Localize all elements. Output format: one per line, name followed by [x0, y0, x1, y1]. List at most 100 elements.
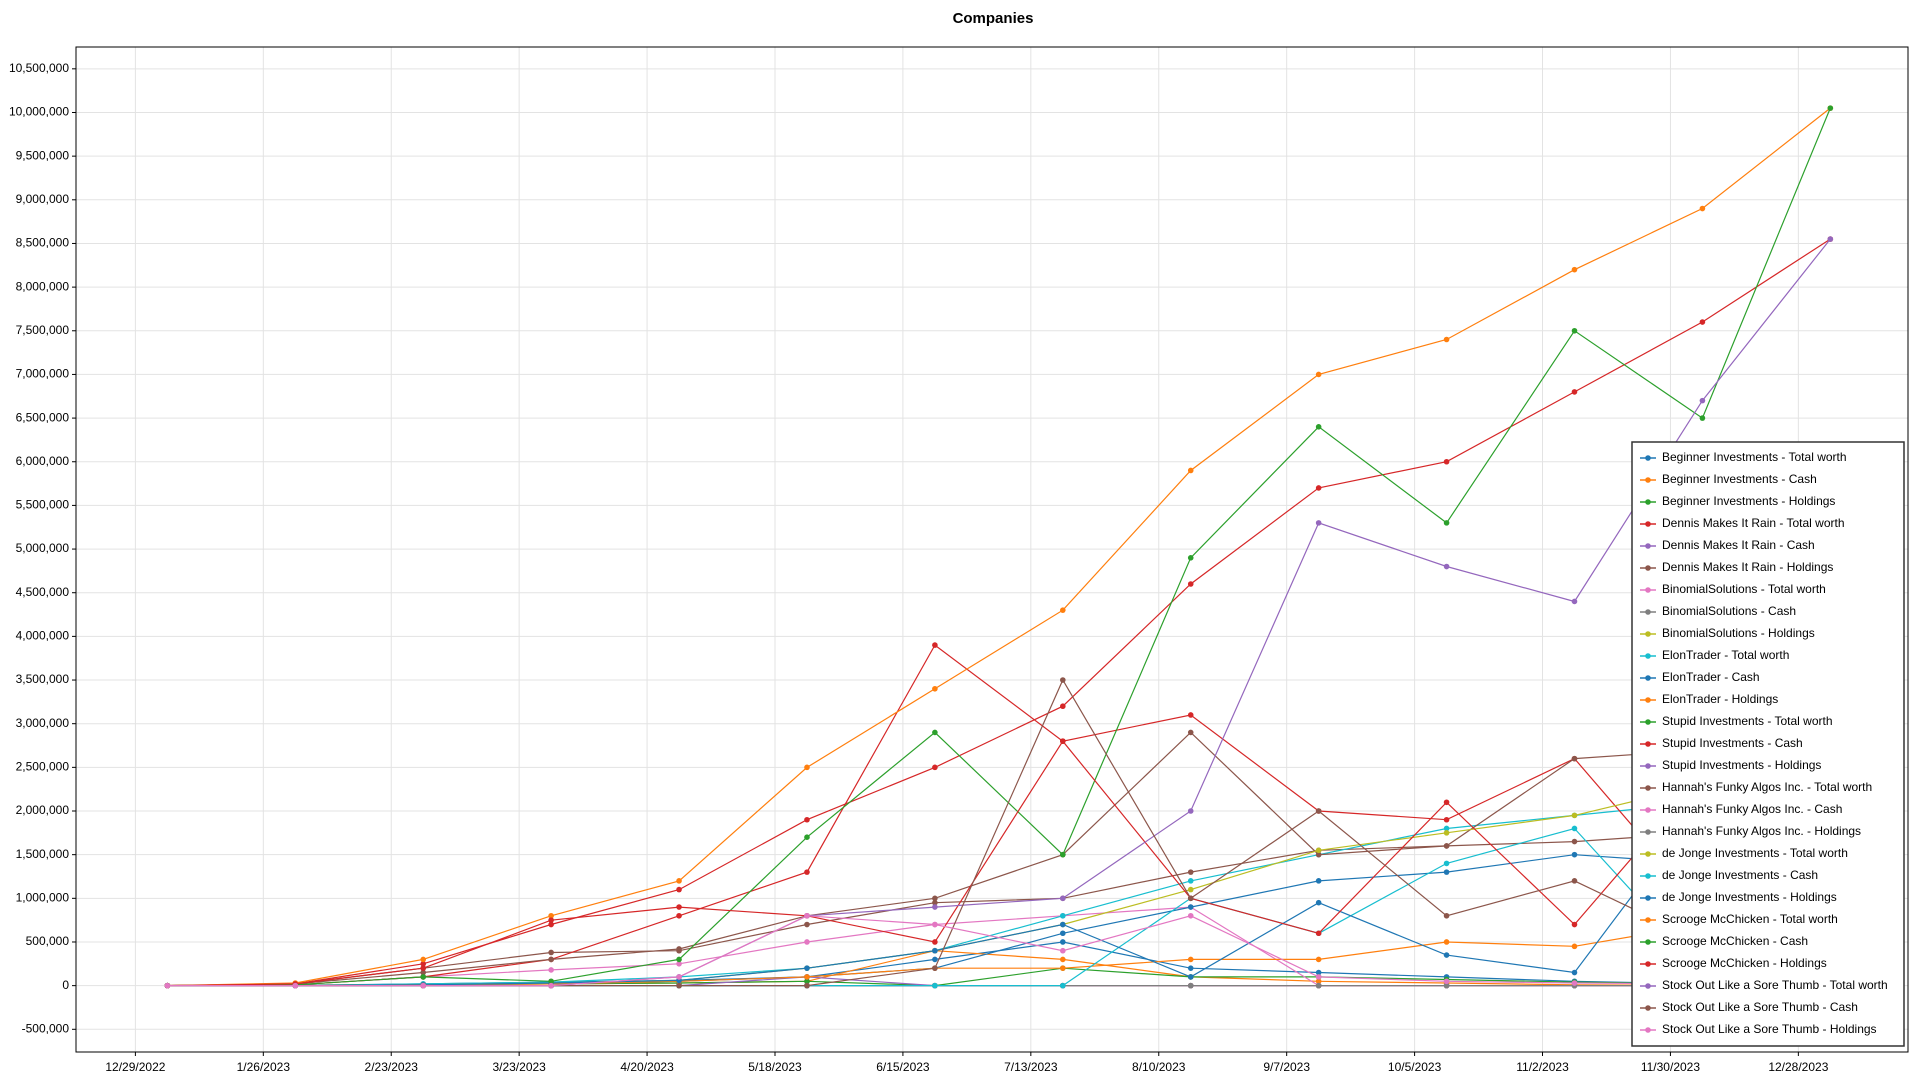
data-point — [1187, 895, 1194, 902]
data-point — [1443, 843, 1450, 849]
x-tick-label: 11/30/2023 — [1641, 1060, 1700, 1074]
data-point — [1443, 912, 1450, 919]
legend-label: de Jonge Investments - Total worth — [1662, 846, 1848, 860]
data-point — [1187, 982, 1194, 989]
data-point — [932, 685, 938, 692]
data-point — [1315, 930, 1322, 937]
legend-label: Stupid Investments - Holdings — [1662, 758, 1821, 772]
legend-marker — [1645, 807, 1651, 813]
data-point — [676, 904, 682, 910]
series-line — [167, 906, 1831, 987]
legend-label: Hannah's Funky Algos Inc. - Holdings — [1662, 824, 1861, 838]
y-tick-label: 6,000,000 — [16, 454, 70, 468]
data-point — [548, 967, 554, 973]
y-tick-label: 6,500,000 — [16, 410, 70, 424]
legend-marker — [1645, 543, 1651, 549]
data-point — [1571, 755, 1578, 762]
data-point — [1187, 808, 1194, 814]
x-tick-label: 4/20/2023 — [620, 1060, 674, 1074]
data-point — [1827, 236, 1834, 242]
series-line — [167, 731, 1831, 987]
legend-label: ElonTrader - Total worth — [1662, 648, 1789, 662]
data-point — [420, 965, 427, 971]
data-point — [1060, 982, 1066, 989]
data-point — [420, 961, 427, 967]
legend-label: Stock Out Like a Sore Thumb - Holdings — [1662, 1022, 1877, 1036]
y-tick-label: 3,000,000 — [16, 716, 70, 730]
data-point — [676, 982, 682, 989]
data-point — [548, 956, 554, 963]
data-point — [676, 878, 682, 884]
legend-label: Dennis Makes It Rain - Total worth — [1662, 516, 1845, 530]
data-point — [932, 965, 938, 971]
data-point — [676, 886, 682, 893]
data-point — [676, 961, 682, 967]
legend-label: BinomialSolutions - Total worth — [1662, 582, 1826, 596]
data-point — [932, 921, 938, 928]
data-point — [676, 912, 682, 919]
y-tick-label: 1,500,000 — [16, 847, 70, 861]
data-point — [1443, 336, 1450, 343]
y-tick-label: 10,000,000 — [9, 105, 69, 119]
x-tick-label: 2/23/2023 — [365, 1060, 419, 1074]
legend-marker — [1645, 521, 1651, 527]
data-point — [1187, 729, 1194, 736]
data-point — [1315, 851, 1322, 858]
data-point — [1060, 939, 1066, 945]
x-tick-label: 11/2/2023 — [1516, 1060, 1569, 1074]
data-point — [1443, 830, 1450, 836]
legend-marker — [1645, 741, 1651, 747]
x-tick-label: 3/23/2023 — [492, 1060, 546, 1074]
series-line — [167, 827, 1831, 987]
x-tick-label: 7/13/2023 — [1004, 1060, 1058, 1074]
data-point — [804, 816, 810, 823]
y-tick-label: 2,500,000 — [16, 760, 70, 774]
legend-label: Stupid Investments - Total worth — [1662, 714, 1833, 728]
legend-label: Beginner Investments - Total worth — [1662, 450, 1847, 464]
data-point — [1315, 485, 1322, 491]
y-tick-label: 5,000,000 — [16, 541, 70, 555]
data-point — [804, 974, 810, 980]
legend-label: Stock Out Like a Sore Thumb - Total wort… — [1662, 978, 1888, 992]
data-point — [292, 982, 299, 989]
y-tick-label: -500,000 — [22, 1021, 70, 1035]
data-point — [1443, 458, 1450, 465]
y-tick-label: 9,000,000 — [16, 192, 70, 206]
legend-label: Scrooge McChicken - Cash — [1662, 934, 1808, 948]
legend-marker — [1645, 609, 1651, 615]
data-point — [1315, 982, 1322, 989]
data-point — [1571, 838, 1578, 845]
x-tick-label: 10/5/2023 — [1388, 1060, 1442, 1074]
data-point — [1699, 397, 1706, 404]
data-point — [1060, 851, 1066, 858]
data-point — [804, 965, 810, 971]
data-point — [1699, 319, 1706, 325]
y-tick-label: 0 — [62, 978, 69, 992]
series-line — [167, 678, 1831, 987]
data-point — [932, 904, 938, 910]
data-point — [1443, 563, 1450, 570]
legend-label: Beginner Investments - Cash — [1662, 472, 1817, 486]
legend-box — [1631, 441, 1905, 1047]
series-line — [167, 740, 1831, 987]
data-point — [1571, 878, 1578, 884]
legend-label: Stock Out Like a Sore Thumb - Cash — [1662, 1000, 1858, 1014]
data-point — [804, 912, 810, 919]
data-point — [548, 921, 554, 928]
data-point — [1699, 205, 1706, 212]
legend-marker — [1645, 499, 1651, 505]
data-point — [1443, 869, 1450, 875]
data-point — [1060, 677, 1066, 683]
series-line — [167, 915, 1831, 987]
data-point — [1571, 921, 1578, 928]
data-point — [1571, 851, 1578, 858]
data-point — [1187, 912, 1194, 919]
legend-marker — [1645, 675, 1651, 681]
plot-frame — [75, 46, 1909, 1053]
data-point — [804, 982, 810, 989]
data-point — [932, 642, 938, 648]
data-point — [932, 956, 938, 963]
y-tick-label: 7,500,000 — [16, 323, 70, 337]
legend-label: ElonTrader - Holdings — [1662, 692, 1778, 706]
data-point — [932, 895, 938, 902]
